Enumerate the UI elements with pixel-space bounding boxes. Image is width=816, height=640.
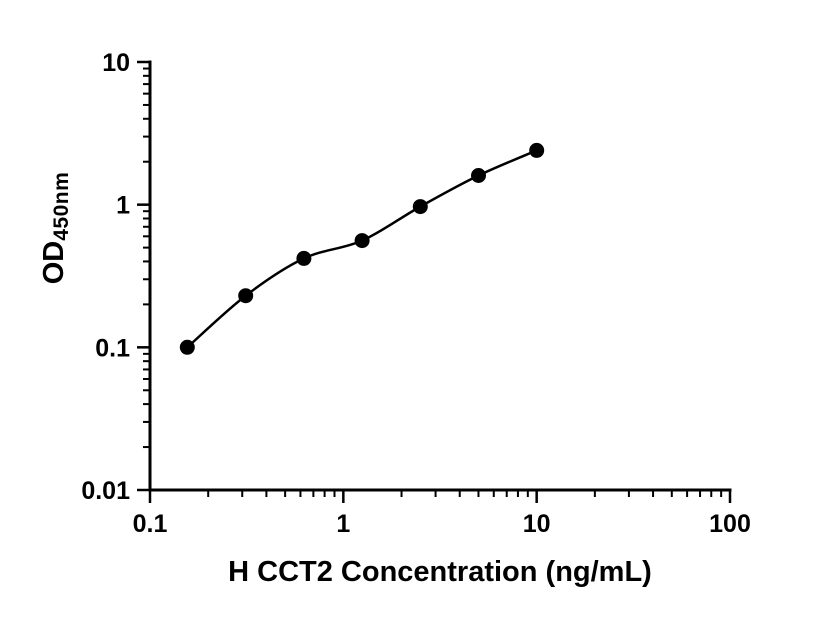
data-point [296, 250, 312, 266]
y-axis-title: OD450nm [32, 78, 76, 378]
y-tick-label: 10 [102, 49, 130, 77]
y-tick-label: 1 [116, 192, 130, 220]
data-point [412, 199, 428, 215]
data-point [238, 288, 254, 304]
y-tick-label: 0.1 [95, 334, 130, 362]
y-axis-title-subscript: 450nm [50, 171, 73, 241]
x-tick-label: 100 [709, 510, 751, 538]
data-point [354, 233, 370, 249]
y-axis-title-main: OD [38, 240, 70, 285]
data-point [179, 339, 195, 355]
x-tick-label: 0.1 [133, 510, 168, 538]
data-point [529, 142, 545, 158]
x-axis-title: H CCT2 Concentration (ng/mL) [228, 556, 652, 588]
y-tick-label: 0.01 [81, 477, 130, 505]
x-tick-label: 1 [336, 510, 350, 538]
data-point [471, 168, 486, 183]
x-tick-label: 10 [523, 510, 551, 538]
